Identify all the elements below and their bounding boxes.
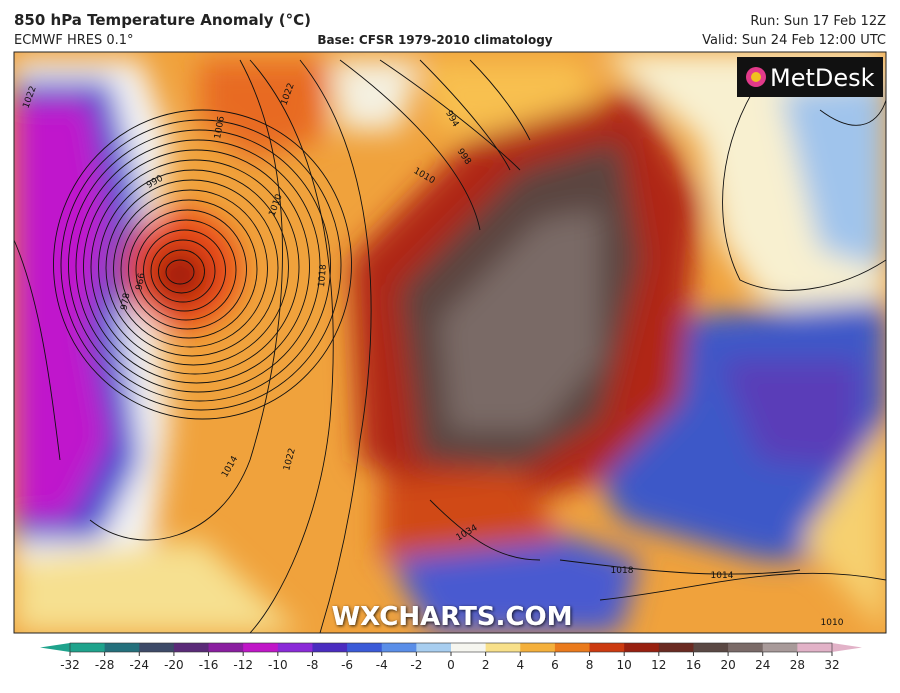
colorbar-end (40, 643, 70, 652)
colorbar-segment (173, 643, 210, 652)
colorbar-segment (208, 643, 244, 652)
colorbar-tick-label: 16 (686, 658, 701, 672)
colorbar-tick-label: 12 (651, 658, 666, 672)
colorbar-tick-label: -6 (341, 658, 353, 672)
colorbar-segment (104, 643, 140, 652)
logo: MetDesk (737, 57, 883, 97)
isobar-label: 1010 (821, 618, 844, 628)
colorbar-tick-label: 24 (755, 658, 770, 672)
isobar (469, 59, 531, 141)
map-border (13, 51, 887, 634)
colorbar-tick-label: 8 (586, 658, 594, 672)
isobar (14, 239, 61, 461)
colorbar-segment (139, 643, 175, 652)
colorbar-segment (589, 643, 625, 652)
isobar-label: 1018 (317, 264, 329, 288)
isobar (249, 59, 334, 633)
colorbar-tick-label: -16 (199, 658, 219, 672)
isobar (722, 79, 886, 291)
colorbar-tick-label: 32 (824, 658, 839, 672)
isobar (299, 59, 372, 633)
colorbar-segment (520, 643, 556, 652)
colorbar-tick-label: 2 (482, 658, 490, 672)
colorbar-segment (277, 643, 313, 652)
colorbar-segment (762, 643, 798, 652)
isobar (143, 229, 226, 312)
title: 850 hPa Temperature Anomaly (°C) (14, 11, 311, 29)
isobar (559, 559, 801, 575)
isobar (135, 219, 237, 321)
isobar-label: 1006 (213, 115, 227, 140)
run: Run: Sun 17 Feb 12Z (750, 14, 886, 29)
isobar (60, 119, 342, 411)
colorbar-tick-label: 6 (551, 658, 559, 672)
colorbar-tick-label: -10 (268, 658, 288, 672)
isobar (819, 99, 886, 126)
isobar (128, 209, 247, 330)
isobar (158, 249, 205, 294)
colorbar-tick-label: -24 (129, 658, 149, 672)
valid: Valid: Sun 24 Feb 12:00 UTC (702, 33, 886, 48)
isobar (113, 189, 268, 348)
isobar-label: 978 (120, 292, 133, 311)
isobar-label: 1014 (711, 571, 734, 581)
colorbar-segment (693, 643, 729, 652)
isobar (599, 572, 886, 601)
isobar (165, 259, 195, 285)
isobar (89, 59, 283, 541)
colorbar-tick-label: 10 (617, 658, 632, 672)
colorbar-tick-label: 0 (447, 658, 455, 672)
colorbar-tick-label: 20 (720, 658, 735, 672)
colorbar-segment (312, 643, 348, 652)
colorbar-segment (624, 643, 660, 652)
colorbar-segment (243, 643, 279, 652)
colorbar-segment (728, 643, 764, 652)
isobar (120, 199, 258, 339)
isobar (379, 59, 521, 171)
colorbar-end (832, 643, 862, 652)
isobar (90, 159, 300, 375)
colorbar-segment (451, 643, 487, 652)
isobar (150, 239, 216, 303)
colorbar-segment (797, 643, 833, 652)
colorbar-tick-label: -20 (164, 658, 184, 672)
isobars (14, 59, 886, 633)
isobar (429, 499, 541, 561)
isobar (98, 169, 289, 366)
isobar (53, 109, 352, 420)
colorbar-tick-label: -8 (306, 658, 318, 672)
model: ECMWF HRES 0.1° (14, 33, 134, 48)
colorbar-segment (347, 643, 383, 652)
isobar (75, 139, 321, 393)
isobar (419, 59, 511, 171)
colorbar: -32 -28 -24 -20 -16 -12 -10 -8 -6 -4 -2 0 2 4 6 8 10 12 16… (40, 642, 862, 672)
colorbar-tick-label: -28 (95, 658, 115, 672)
colorbar-tick-label: -2 (410, 658, 422, 672)
base: Base: CFSR 1979-2010 climatology (317, 33, 552, 47)
colorbar-segment (658, 643, 694, 652)
isobar (83, 149, 310, 384)
colorbar-tick-label: -4 (376, 658, 388, 672)
colorbar-segment (485, 643, 521, 652)
isobar-label: 1018 (611, 566, 634, 576)
colorbar-tick-label: 28 (790, 658, 805, 672)
colorbar-segment (416, 643, 452, 652)
colorbar-tick-label: 4 (516, 658, 524, 672)
isobar-label: 966 (135, 272, 148, 291)
colorbar-segment (554, 643, 591, 652)
colorbar-segment (70, 643, 106, 652)
isobar (339, 59, 481, 231)
logo-text: MetDesk (770, 64, 875, 92)
colorbar-tick-label: -12 (233, 658, 253, 672)
colorbar-tick-label: -32 (60, 658, 80, 672)
isobar (105, 179, 279, 357)
logo-icon-core (751, 72, 761, 82)
watermark: WXCHARTS.COM (331, 602, 572, 632)
isobar (68, 129, 331, 402)
colorbar-segment (381, 643, 417, 652)
